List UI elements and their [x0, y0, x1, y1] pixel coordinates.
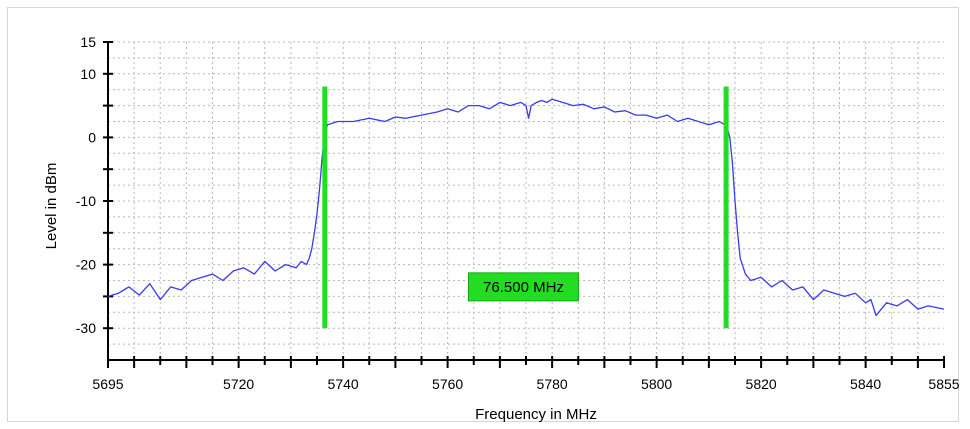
bandwidth-badge-text: 76.500 MHz — [483, 279, 564, 296]
y-tick-label: -30 — [76, 320, 96, 336]
x-tick-label: 5840 — [850, 376, 881, 392]
x-tick-label: 5820 — [746, 376, 777, 392]
y-tick-label: -20 — [76, 257, 96, 273]
grid — [108, 41, 944, 360]
y-axis-title: Level in dBm — [43, 163, 60, 250]
x-tick-label: 5720 — [223, 376, 254, 392]
y-tick-label: 15 — [80, 34, 96, 50]
x-tick-label: 5780 — [537, 376, 568, 392]
tick-labels: 15 10 0 -10 -20 -30 5695 5720 5740 5760 5780 5800 58… — [76, 34, 960, 392]
y-tick-label: 10 — [80, 66, 96, 82]
x-tick-label: 5855 — [928, 376, 959, 392]
y-tick-label: 0 — [88, 129, 96, 145]
bandwidth-badge: 76.500 MHz — [467, 272, 579, 302]
x-tick-label: 5800 — [641, 376, 672, 392]
trace — [107, 98, 945, 317]
x-tick-label: 5695 — [92, 376, 123, 392]
chart-frame: 15 10 0 -10 -20 -30 5695 5720 5740 5760 5780 5800 58… — [7, 7, 960, 423]
spectrum-trace — [107, 98, 945, 317]
x-tick-label: 5760 — [432, 376, 463, 392]
axes — [103, 41, 945, 368]
x-axis-title: Frequency in MHz — [475, 406, 597, 423]
bandwidth-badge-box — [467, 272, 579, 302]
spectrum-chart: 15 10 0 -10 -20 -30 5695 5720 5740 5760 5780 5800 58… — [43, 34, 960, 423]
y-tick-label: -10 — [76, 193, 96, 209]
x-tick-label: 5740 — [328, 376, 359, 392]
bandwidth-markers — [322, 86, 729, 329]
